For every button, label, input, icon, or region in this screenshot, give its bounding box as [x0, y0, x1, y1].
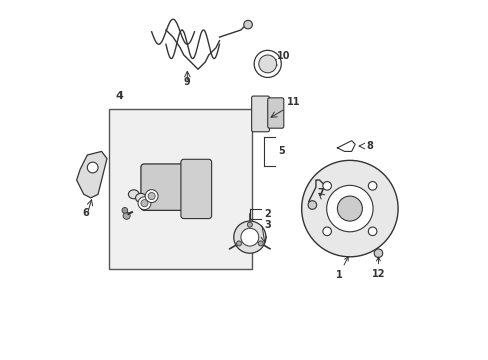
Circle shape — [247, 222, 252, 227]
Text: 11: 11 — [287, 97, 300, 107]
Circle shape — [233, 221, 265, 253]
Circle shape — [322, 181, 331, 190]
Circle shape — [87, 162, 98, 173]
Circle shape — [367, 227, 376, 235]
Circle shape — [145, 190, 158, 203]
Text: 12: 12 — [371, 257, 385, 279]
FancyBboxPatch shape — [267, 98, 283, 128]
Text: 9: 9 — [183, 77, 190, 87]
Text: 1: 1 — [335, 257, 347, 280]
Circle shape — [258, 55, 276, 73]
Text: 5: 5 — [278, 147, 285, 157]
Circle shape — [138, 197, 151, 210]
Circle shape — [258, 241, 263, 246]
Circle shape — [322, 227, 331, 235]
Circle shape — [241, 228, 258, 246]
Text: 10: 10 — [276, 50, 289, 60]
Circle shape — [122, 207, 127, 213]
FancyBboxPatch shape — [181, 159, 211, 219]
Ellipse shape — [128, 190, 139, 199]
Circle shape — [367, 181, 376, 190]
Circle shape — [141, 200, 148, 207]
Circle shape — [123, 212, 130, 219]
Polygon shape — [77, 152, 107, 198]
Circle shape — [301, 160, 397, 257]
Text: 4: 4 — [116, 91, 123, 102]
Circle shape — [254, 50, 281, 77]
Circle shape — [148, 193, 155, 200]
Circle shape — [244, 20, 252, 29]
FancyBboxPatch shape — [141, 164, 190, 210]
Circle shape — [236, 241, 241, 246]
Ellipse shape — [135, 193, 146, 202]
Circle shape — [326, 185, 372, 232]
Circle shape — [307, 201, 316, 209]
Text: 3: 3 — [264, 220, 270, 230]
Circle shape — [373, 249, 382, 257]
Text: 8: 8 — [365, 141, 372, 151]
Circle shape — [337, 196, 362, 221]
Text: 2: 2 — [264, 209, 270, 219]
FancyBboxPatch shape — [251, 96, 269, 132]
Text: 6: 6 — [82, 208, 89, 218]
Bar — [108, 109, 251, 269]
Text: 7: 7 — [317, 188, 324, 198]
